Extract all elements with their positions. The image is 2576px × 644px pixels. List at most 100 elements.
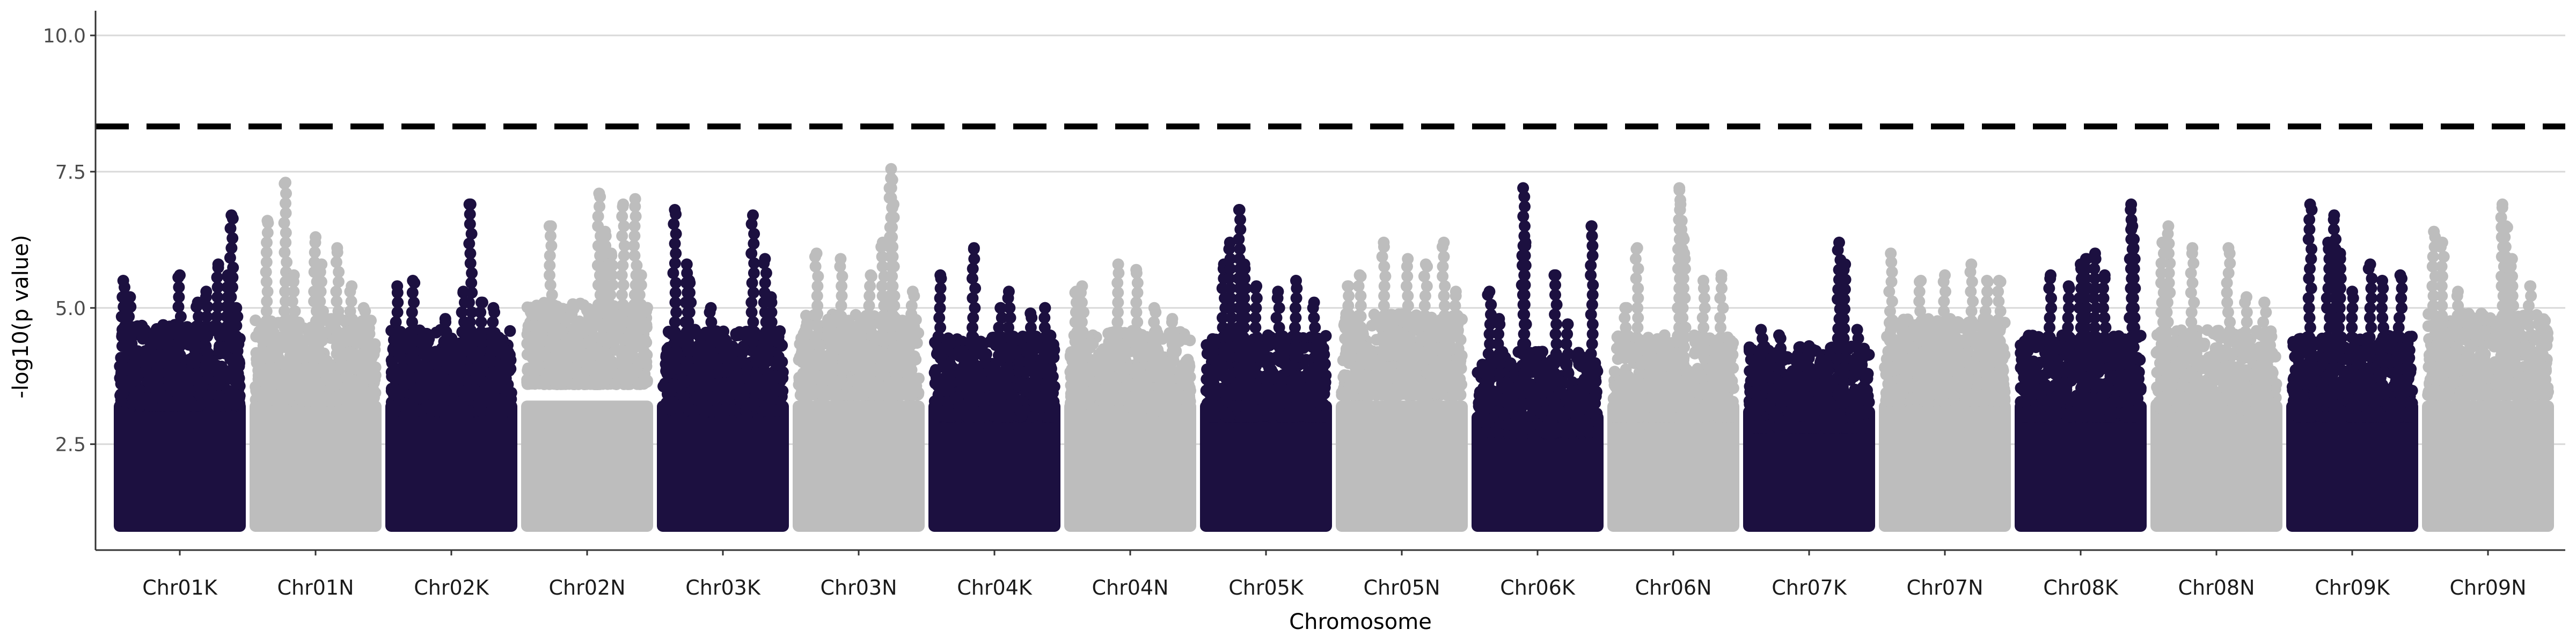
snp-point xyxy=(617,279,630,291)
snp-point xyxy=(150,382,162,394)
snp-point xyxy=(151,323,163,335)
peak-point-Chr01K-1 xyxy=(123,291,135,303)
snp-point xyxy=(704,380,716,392)
snp-point xyxy=(325,370,338,382)
snp-point xyxy=(760,267,772,279)
snp-point xyxy=(582,324,595,336)
snp-point xyxy=(399,364,411,376)
snp-point xyxy=(600,347,612,360)
snp-point xyxy=(211,311,223,323)
snp-point xyxy=(174,363,187,376)
snp-point xyxy=(190,320,202,333)
snp-point xyxy=(670,277,682,289)
snp-point xyxy=(174,340,186,352)
snp-point xyxy=(889,319,901,332)
snp-point xyxy=(123,362,136,374)
snp-point xyxy=(332,305,345,317)
snp-point xyxy=(412,383,424,395)
snp-point xyxy=(282,382,294,394)
snp-point xyxy=(457,404,470,416)
snp-point xyxy=(564,311,576,324)
snp-point xyxy=(192,330,204,342)
snp-point xyxy=(886,221,898,233)
snp-point xyxy=(225,291,237,303)
chromosome-band-Chr01N xyxy=(250,177,382,532)
snp-point xyxy=(662,382,675,394)
snp-point xyxy=(229,320,241,333)
snp-point xyxy=(547,355,559,367)
snp-point xyxy=(895,389,907,401)
dense-points-Chr03N xyxy=(793,400,925,532)
snp-point xyxy=(812,270,824,282)
snp-point xyxy=(727,387,740,400)
peak-point-Chr03N-1 xyxy=(835,253,847,265)
snp-point xyxy=(316,334,328,347)
peak-point-Chr01K-8 xyxy=(230,302,243,314)
snp-point xyxy=(306,383,318,396)
snp-point xyxy=(462,364,474,376)
snp-point xyxy=(854,379,866,392)
peak-point-Chr02N-4 xyxy=(617,198,630,210)
snp-point xyxy=(114,389,127,401)
snp-point xyxy=(423,333,435,345)
snp-point xyxy=(620,376,633,389)
snp-point xyxy=(123,311,135,323)
peak-point-Chr03K-2 xyxy=(683,275,696,287)
chromosome-band-Chr04K xyxy=(928,242,1060,532)
peak-point-Chr01K-4 xyxy=(200,286,213,298)
snp-point xyxy=(720,403,732,415)
peak-point-Chr02N-2 xyxy=(599,225,611,238)
snp-point xyxy=(302,347,314,360)
peak-point-Chr02K-6 xyxy=(487,302,500,314)
snp-point xyxy=(748,228,760,240)
snp-point xyxy=(704,346,716,357)
snp-point xyxy=(833,310,846,321)
peak-point-Chr02K-2 xyxy=(439,313,451,325)
snp-point xyxy=(545,335,558,348)
snp-point xyxy=(173,281,185,294)
snp-point xyxy=(191,340,203,352)
snp-point xyxy=(124,320,136,333)
snp-point xyxy=(230,340,243,352)
snp-point xyxy=(189,352,202,364)
snp-point xyxy=(331,315,342,327)
snp-point xyxy=(225,242,238,254)
peak-point-Chr03K-0 xyxy=(669,204,681,216)
snp-point xyxy=(806,362,817,374)
snp-point xyxy=(633,377,645,390)
peak-point-Chr01N-7 xyxy=(357,302,370,314)
snp-point xyxy=(487,346,499,357)
snp-point xyxy=(172,301,185,313)
peak-point-Chr02N-6 xyxy=(635,269,647,281)
peak-point-Chr01K-7 xyxy=(225,209,238,222)
snp-point xyxy=(745,247,758,260)
snp-point xyxy=(683,364,696,376)
snp-point xyxy=(142,392,154,404)
peak-point-Chr02N-3 xyxy=(605,247,617,260)
snp-point xyxy=(173,330,185,342)
snp-point xyxy=(408,402,421,415)
peak-point-Chr03K-6 xyxy=(765,291,777,303)
peak-point-Chr03N-6 xyxy=(888,198,899,210)
snp-point xyxy=(169,352,181,364)
snp-point xyxy=(501,347,514,359)
snp-point xyxy=(836,270,848,282)
snp-point xyxy=(368,373,380,385)
chromosome-band-Chr02K xyxy=(385,198,517,532)
snp-point xyxy=(715,380,727,392)
dense-points-Chr01N xyxy=(250,400,382,532)
snp-point xyxy=(199,364,210,377)
snp-point xyxy=(125,301,137,313)
snp-point xyxy=(463,237,475,250)
snp-point xyxy=(211,271,223,283)
snp-point xyxy=(281,256,293,268)
snp-point xyxy=(828,374,840,386)
peak-point-Chr02K-1 xyxy=(407,275,419,287)
snp-point xyxy=(885,360,897,372)
snp-point xyxy=(881,350,894,362)
snp-point xyxy=(830,363,842,376)
snp-point xyxy=(455,385,467,397)
snp-point xyxy=(230,330,243,342)
snp-point xyxy=(200,340,212,352)
